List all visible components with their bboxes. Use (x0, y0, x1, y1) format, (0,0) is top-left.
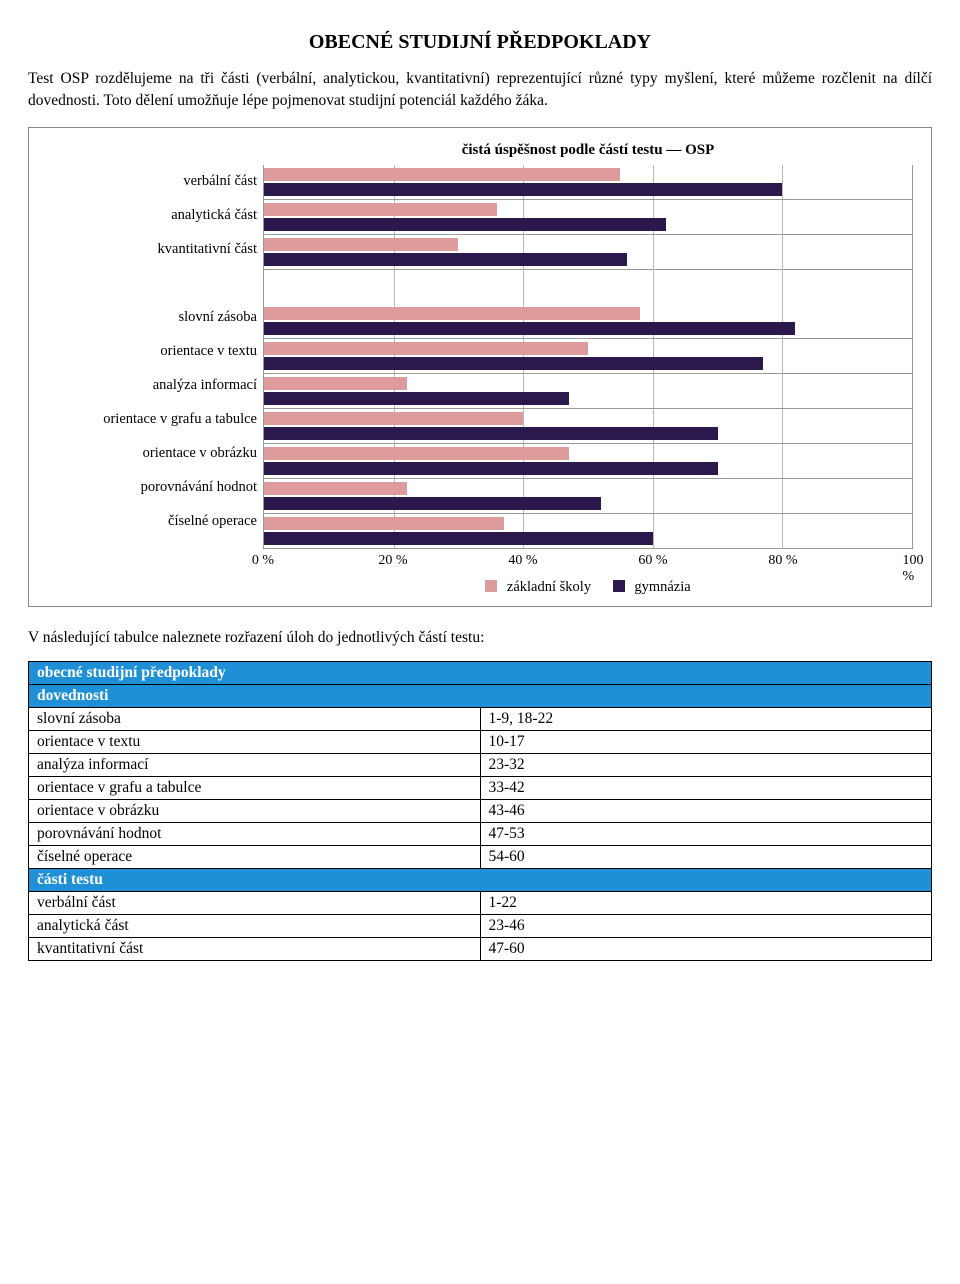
chart-category-label: verbální část (47, 165, 257, 199)
legend-swatch-pink (485, 580, 497, 592)
bar-zakladni-skoly (264, 482, 407, 495)
table-cell-name: číselné operace (29, 845, 481, 868)
table-row: porovnávání hodnot47-53 (29, 822, 932, 845)
bar-gymnazia (264, 462, 718, 475)
bar-gymnazia (264, 183, 782, 196)
axis-tick: 0 % (252, 553, 274, 569)
chart-category-label: analýza informací (47, 369, 257, 403)
table-cell-range: 47-60 (480, 937, 932, 960)
bar-zakladni-skoly (264, 412, 523, 425)
axis-tick: 20 % (378, 553, 407, 569)
chart-category-label: slovní zásoba (47, 301, 257, 335)
table-row: orientace v grafu a tabulce33-42 (29, 776, 932, 799)
chart-category-label: kvantitativní část (47, 233, 257, 267)
table-row: analytická část23-46 (29, 914, 932, 937)
chart-category-label: orientace v textu (47, 335, 257, 369)
table-cell-name: verbální část (29, 891, 481, 914)
axis-tick: 60 % (638, 553, 667, 569)
bar-zakladni-skoly (264, 307, 640, 320)
bar-gymnazia (264, 357, 763, 370)
table-cell-name: kvantitativní část (29, 937, 481, 960)
table-row: slovní zásoba1-9, 18-22 (29, 707, 932, 730)
table-row: číselné operace54-60 (29, 845, 932, 868)
legend-swatch-navy (613, 580, 625, 592)
chart-category-label: porovnávání hodnot (47, 471, 257, 505)
table-row: orientace v obrázku43-46 (29, 799, 932, 822)
table-cell-name: analytická část (29, 914, 481, 937)
table-cell-name: orientace v textu (29, 730, 481, 753)
table-cell-range: 43-46 (480, 799, 932, 822)
table-cell-name: slovní zásoba (29, 707, 481, 730)
axis-tick: 80 % (768, 553, 797, 569)
skills-table: obecné studijní předpokladydovednostislo… (28, 661, 932, 961)
table-cell-range: 1-9, 18-22 (480, 707, 932, 730)
table-cell-name: porovnávání hodnot (29, 822, 481, 845)
bar-zakladni-skoly (264, 517, 504, 530)
table-row: verbální část1-22 (29, 891, 932, 914)
table-section-header: dovednosti (29, 684, 932, 707)
bar-gymnazia (264, 427, 718, 440)
bar-zakladni-skoly (264, 203, 497, 216)
bar-gymnazia (264, 532, 653, 545)
table-cell-range: 10-17 (480, 730, 932, 753)
table-intro: V následující tabulce naleznete rozřazen… (28, 629, 932, 647)
bar-zakladni-skoly (264, 342, 588, 355)
table-cell-name: orientace v obrázku (29, 799, 481, 822)
chart-container: verbální částanalytická částkvantitativn… (28, 127, 932, 607)
bar-zakladni-skoly (264, 377, 407, 390)
table-cell-range: 33-42 (480, 776, 932, 799)
table-section-header: části testu (29, 868, 932, 891)
axis-tick: 40 % (508, 553, 537, 569)
bar-gymnazia (264, 497, 601, 510)
table-cell-range: 1-22 (480, 891, 932, 914)
table-section-header: obecné studijní předpoklady (29, 661, 932, 684)
table-cell-range: 23-46 (480, 914, 932, 937)
intro-paragraph: Test OSP rozdělujeme na tři části (verbá… (28, 68, 932, 113)
bar-gymnazia (264, 322, 795, 335)
bar-gymnazia (264, 253, 627, 266)
axis-tick: 100 % (903, 553, 924, 585)
table-row: analýza informací23-32 (29, 753, 932, 776)
chart-category-label: číselné operace (47, 505, 257, 539)
bar-zakladni-skoly (264, 447, 569, 460)
bar-zakladni-skoly (264, 168, 620, 181)
bar-gymnazia (264, 218, 666, 231)
page-title: OBECNÉ STUDIJNÍ PŘEDPOKLADY (28, 31, 932, 54)
table-cell-range: 47-53 (480, 822, 932, 845)
chart-category-label: analytická část (47, 199, 257, 233)
table-row: orientace v textu10-17 (29, 730, 932, 753)
table-cell-name: orientace v grafu a tabulce (29, 776, 481, 799)
table-cell-name: analýza informací (29, 753, 481, 776)
legend-label-navy: gymnázia (634, 579, 690, 595)
table-cell-range: 23-32 (480, 753, 932, 776)
legend-label-pink: základní školy (507, 579, 591, 595)
table-cell-range: 54-60 (480, 845, 932, 868)
chart-legend: základní školy gymnázia (263, 573, 913, 598)
table-row: kvantitativní část47-60 (29, 937, 932, 960)
chart-title: čistá úspěšnost podle částí testu ― OSP (263, 142, 913, 165)
chart-category-label: orientace v obrázku (47, 437, 257, 471)
chart-category-label: orientace v grafu a tabulce (47, 403, 257, 437)
bar-gymnazia (264, 392, 569, 405)
bar-zakladni-skoly (264, 238, 458, 251)
